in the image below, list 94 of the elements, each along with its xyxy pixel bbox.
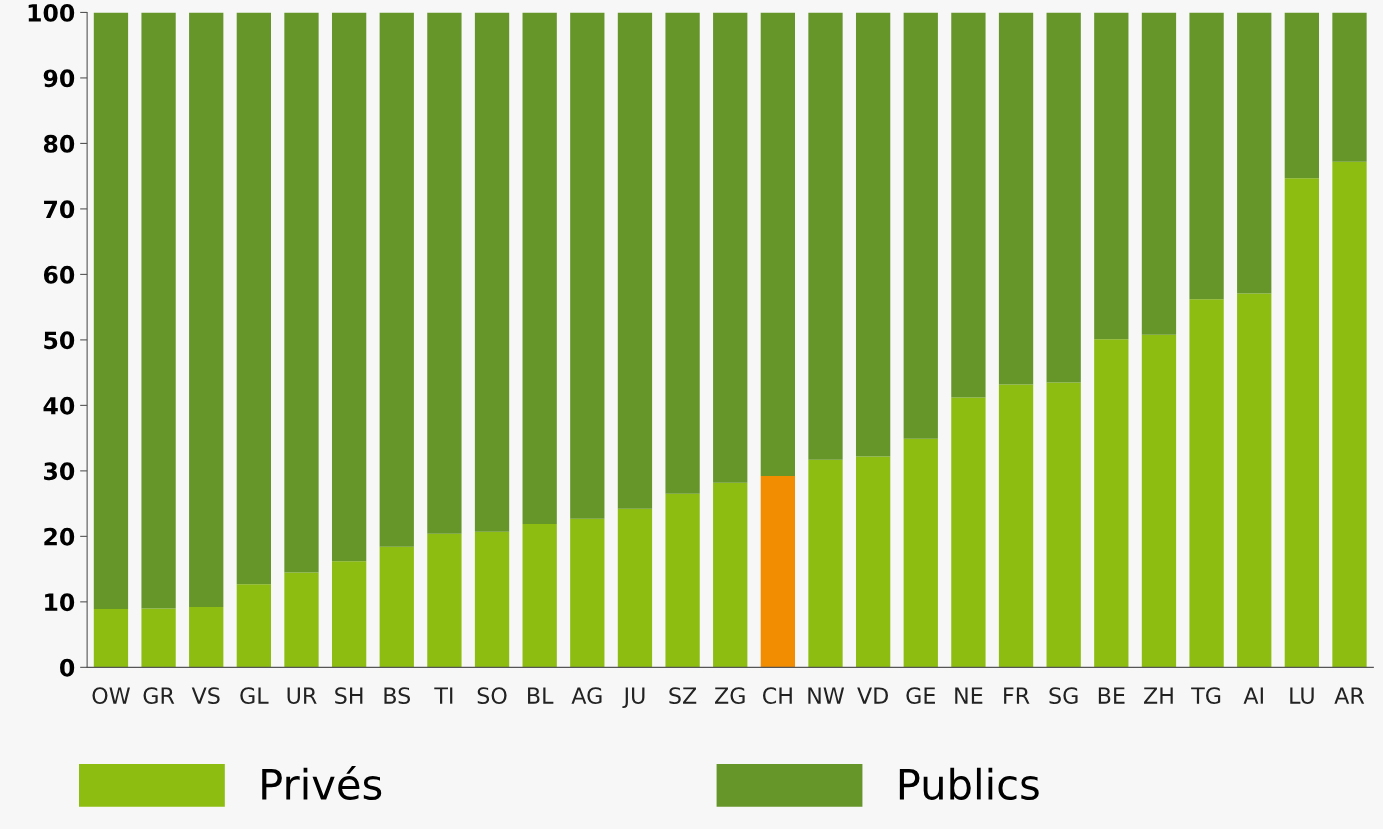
bar bbox=[1094, 12, 1129, 340]
bar bbox=[903, 12, 938, 439]
bar bbox=[474, 12, 510, 532]
x-tick-label: UR bbox=[287, 687, 317, 704]
bar bbox=[236, 584, 272, 668]
x-tick-label: GE bbox=[906, 687, 935, 704]
bar bbox=[189, 12, 224, 608]
x-tick-label: OW bbox=[92, 687, 130, 704]
bar bbox=[379, 12, 414, 547]
x-tick-label: BL bbox=[528, 687, 554, 704]
bar bbox=[284, 572, 319, 668]
y-tick-label: 10 bbox=[45, 593, 75, 612]
bar bbox=[427, 12, 462, 534]
x-tick-label: FR bbox=[1004, 687, 1030, 704]
bar bbox=[427, 533, 462, 668]
bar bbox=[1094, 339, 1129, 668]
bar bbox=[951, 397, 986, 668]
bar bbox=[141, 12, 176, 609]
bar bbox=[1237, 12, 1272, 294]
bar bbox=[808, 459, 843, 668]
bar bbox=[903, 438, 938, 668]
x-tick-label: ZH bbox=[1143, 687, 1173, 704]
x-tick-label: SO bbox=[477, 687, 507, 704]
bar bbox=[1284, 178, 1320, 668]
x-tick-label: ZG bbox=[715, 687, 745, 704]
bar bbox=[1141, 12, 1177, 335]
x-tick-label: GR bbox=[143, 687, 175, 704]
bar bbox=[1141, 334, 1177, 668]
bar bbox=[1284, 12, 1320, 179]
legend-label: Privés bbox=[262, 766, 382, 801]
bar bbox=[808, 12, 843, 460]
y-tick-label: 30 bbox=[44, 462, 75, 481]
bar bbox=[93, 12, 129, 610]
y-tick-label: 20 bbox=[44, 527, 75, 546]
y-tick-label: 40 bbox=[43, 396, 75, 415]
x-tick-label: VS bbox=[191, 687, 220, 704]
bar bbox=[1332, 161, 1367, 668]
bar bbox=[760, 476, 796, 668]
legend-label: Publics bbox=[899, 767, 1039, 801]
bar bbox=[1046, 12, 1081, 383]
x-tick-label: AI bbox=[1243, 687, 1263, 704]
bar bbox=[617, 12, 653, 509]
bar bbox=[284, 12, 319, 573]
x-tick-label: SG bbox=[1049, 687, 1078, 704]
bar bbox=[331, 12, 367, 562]
bar bbox=[617, 508, 653, 668]
y-tick-label: 50 bbox=[44, 331, 75, 350]
bar bbox=[998, 12, 1034, 385]
bar bbox=[665, 12, 700, 494]
x-tick-label: SZ bbox=[669, 687, 697, 704]
y-tick-label: 0 bbox=[60, 658, 75, 677]
x-tick-label: JU bbox=[622, 687, 645, 709]
bar bbox=[1237, 293, 1272, 668]
x-tick-label: TI bbox=[434, 687, 453, 704]
bar bbox=[331, 561, 367, 668]
bar bbox=[379, 546, 414, 668]
bar bbox=[474, 531, 510, 668]
bar bbox=[522, 12, 557, 524]
x-tick-label: TG bbox=[1191, 687, 1221, 704]
bar bbox=[1189, 299, 1224, 668]
x-tick-label: BS bbox=[384, 687, 411, 704]
bar bbox=[1189, 12, 1224, 300]
bar bbox=[1332, 12, 1367, 162]
bar bbox=[93, 609, 129, 668]
bar bbox=[522, 523, 557, 668]
x-tick-label: NW bbox=[808, 687, 845, 704]
x-tick-label: LU bbox=[1290, 687, 1314, 704]
bar bbox=[713, 482, 748, 668]
bar bbox=[1046, 382, 1081, 668]
y-tick-label: 90 bbox=[43, 69, 75, 88]
bar bbox=[760, 12, 796, 477]
x-tick-label: NE bbox=[955, 687, 983, 704]
bar bbox=[665, 493, 700, 668]
bar bbox=[189, 607, 224, 668]
bar bbox=[141, 608, 176, 668]
y-tick-label: 80 bbox=[43, 134, 75, 153]
bar bbox=[236, 12, 272, 585]
x-tick-label: CH bbox=[762, 687, 792, 704]
bar bbox=[951, 12, 986, 398]
x-tick-label: SH bbox=[335, 687, 363, 704]
x-tick-label: AG bbox=[571, 687, 602, 704]
x-tick-label: BE bbox=[1098, 687, 1125, 704]
y-tick-label: 70 bbox=[44, 200, 75, 219]
bar bbox=[855, 456, 891, 668]
bar bbox=[855, 12, 891, 457]
bar bbox=[570, 12, 605, 519]
x-tick-label: AR bbox=[1334, 687, 1365, 704]
bar bbox=[998, 384, 1034, 668]
x-tick-label: GL bbox=[240, 687, 269, 704]
bar bbox=[570, 518, 605, 668]
y-tick-label: 100 bbox=[28, 3, 75, 22]
bar bbox=[713, 12, 748, 483]
x-tick-label: VD bbox=[857, 687, 888, 704]
y-tick-label: 60 bbox=[43, 265, 75, 284]
